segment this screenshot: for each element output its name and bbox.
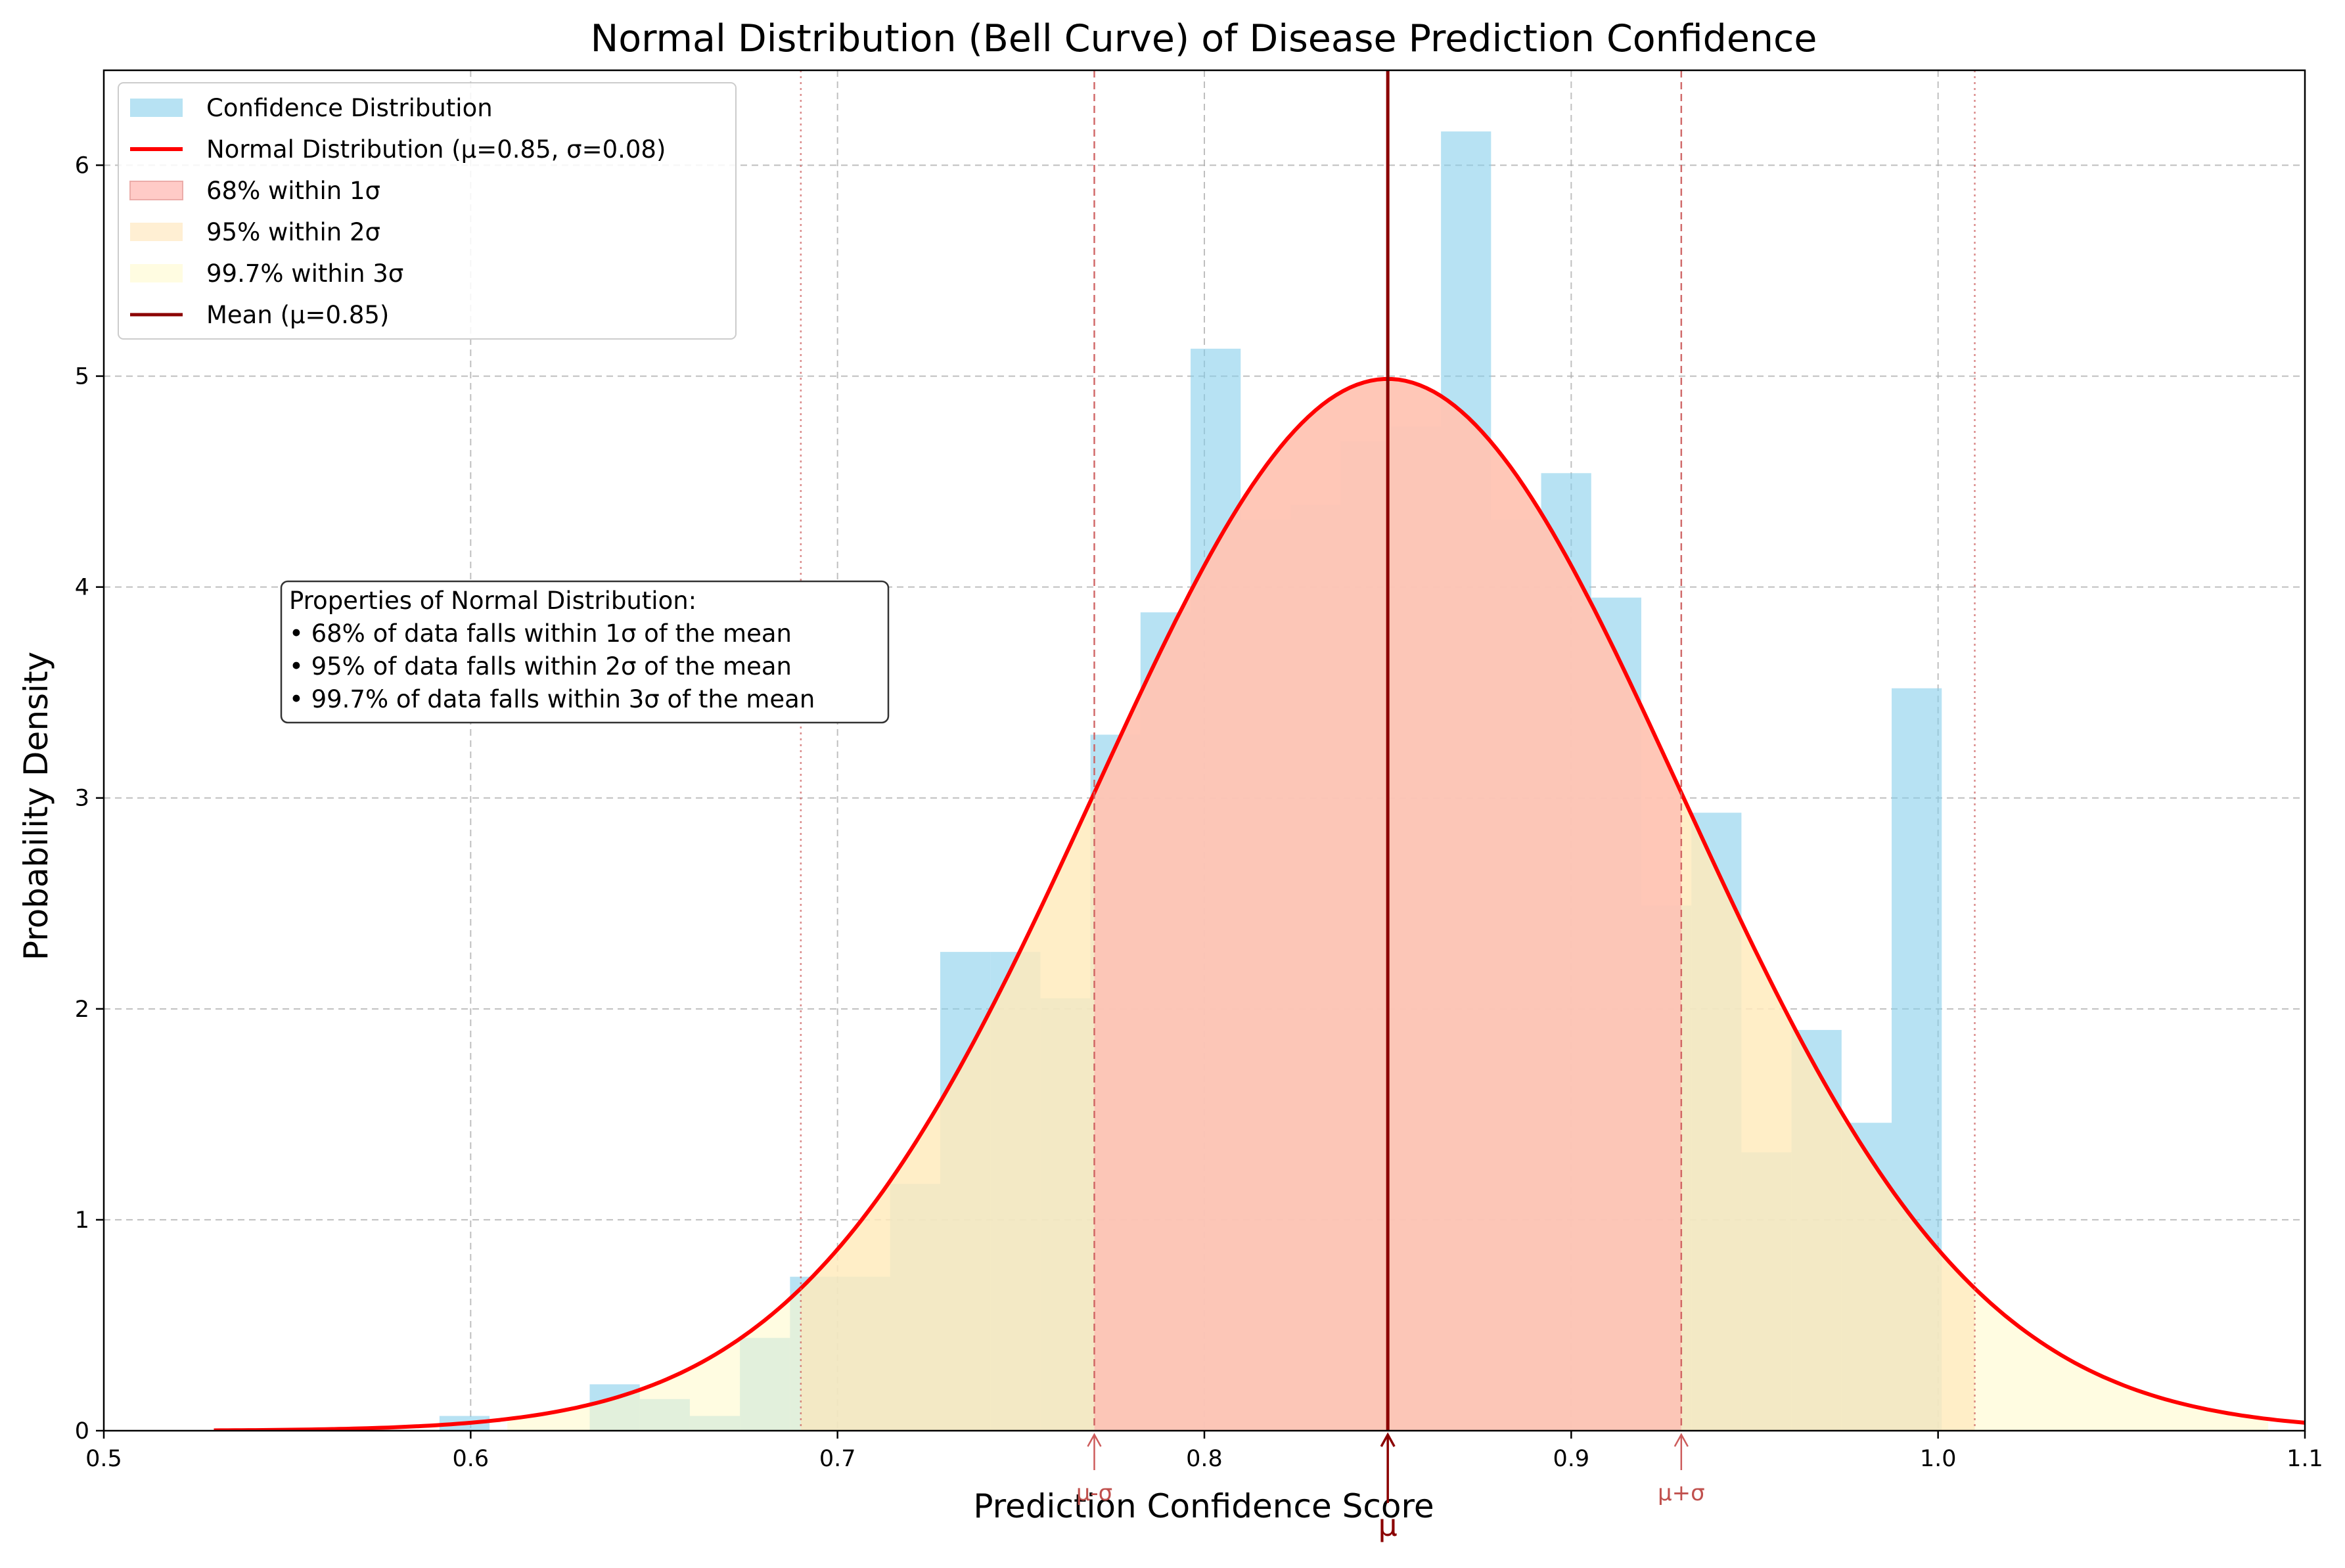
legend-swatch xyxy=(129,181,183,200)
info-line: • 99.7% of data falls within 3σ of the m… xyxy=(289,685,815,713)
legend-label: Normal Distribution (μ=0.85, σ=0.08) xyxy=(206,135,666,164)
info-box-frame xyxy=(280,580,890,724)
y-tick-label: 3 xyxy=(75,786,89,812)
info-line: Properties of Normal Distribution: xyxy=(289,587,696,615)
arrow-label: μ+σ xyxy=(1658,1480,1705,1506)
legend-box xyxy=(118,82,737,340)
x-tick-label: 1.1 xyxy=(2287,1446,2323,1472)
arrow-label: μ-σ xyxy=(1076,1480,1112,1506)
y-tick-label: 1 xyxy=(75,1207,89,1234)
y-tick-label: 5 xyxy=(75,364,89,390)
legend-label: Confidence Distribution xyxy=(206,94,493,122)
arrow-head xyxy=(1087,1433,1102,1447)
legend-label: 68% within 1σ xyxy=(206,177,380,205)
normal-curve xyxy=(214,376,2305,1431)
chart-title: Normal Distribution (Bell Curve) of Dise… xyxy=(591,17,1817,60)
y-axis-label: Probability Density xyxy=(17,652,55,960)
x-tick-label: 0.7 xyxy=(819,1446,856,1472)
legend: Confidence Distribution Normal Distributi… xyxy=(118,82,737,340)
legend-swatch xyxy=(130,264,183,282)
legend-swatch xyxy=(130,99,183,117)
info-line: • 68% of data falls within 1σ of the mea… xyxy=(289,619,792,648)
x-tick-label: 1.0 xyxy=(1920,1446,1957,1472)
x-tick-label: 0.6 xyxy=(452,1446,489,1472)
arrow-label: μ xyxy=(1378,1508,1398,1543)
plot-area xyxy=(104,70,2305,1431)
y-tick-label: 4 xyxy=(75,575,89,601)
x-tick-label: 0.8 xyxy=(1186,1446,1223,1472)
legend-label: 99.7% within 3σ xyxy=(206,259,403,288)
x-tick-label: 0.5 xyxy=(85,1446,122,1472)
y-tick-label: 0 xyxy=(75,1418,89,1445)
info-box: Properties of Normal Distribution: • 68% … xyxy=(280,580,890,724)
arrow-head xyxy=(1380,1432,1396,1447)
x-axis-label: Prediction Confidence Score xyxy=(973,1487,1434,1525)
legend-swatch xyxy=(130,223,183,241)
y-tick-label: 6 xyxy=(75,152,89,179)
legend-label: 95% within 2σ xyxy=(206,218,380,246)
y-tick-label: 2 xyxy=(75,997,89,1023)
info-line: • 95% of data falls within 2σ of the mea… xyxy=(289,652,792,681)
legend-label: Mean (μ=0.85) xyxy=(206,301,389,329)
x-tick-label: 0.9 xyxy=(1553,1446,1589,1472)
arrow-head xyxy=(1673,1433,1689,1447)
